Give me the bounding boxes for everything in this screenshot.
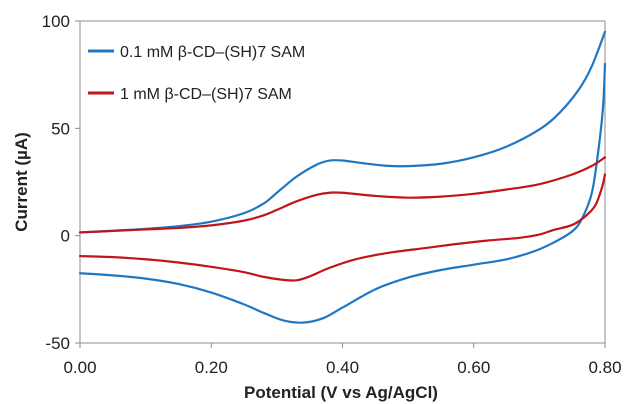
x-tick-label: 0.00 (63, 358, 96, 377)
legend: 0.1 mM β-CD–(SH)7 SAM 1 mM β-CD–(SH)7 SA… (88, 44, 305, 103)
y-tick-label: 0 (61, 227, 70, 246)
legend-label-1: 1 mM β-CD–(SH)7 SAM (120, 86, 292, 103)
y-axis-title: Current (µA) (12, 132, 31, 232)
x-tick-label: 0.80 (588, 358, 621, 377)
x-axis-ticks: 0.00 0.20 0.40 0.60 0.80 (63, 343, 622, 377)
y-tick-label: 100 (42, 12, 70, 31)
series-lines (78, 30, 607, 324)
series-0-reverse-scan (78, 62, 607, 324)
x-tick-label: 0.60 (457, 358, 490, 377)
legend-label-0: 0.1 mM β-CD–(SH)7 SAM (120, 44, 305, 61)
y-tick-label: 50 (51, 119, 70, 138)
series-1-forward-scan (78, 156, 607, 234)
series-0-forward-scan (78, 30, 607, 234)
x-axis-title: Potential (V vs Ag/AgCl) (244, 383, 438, 402)
y-tick-label: -50 (45, 334, 70, 353)
x-tick-label: 0.20 (195, 358, 228, 377)
y-axis-ticks: 100 50 0 -50 (42, 12, 80, 353)
series-1-reverse-scan (78, 173, 607, 282)
x-tick-label: 0.40 (326, 358, 359, 377)
